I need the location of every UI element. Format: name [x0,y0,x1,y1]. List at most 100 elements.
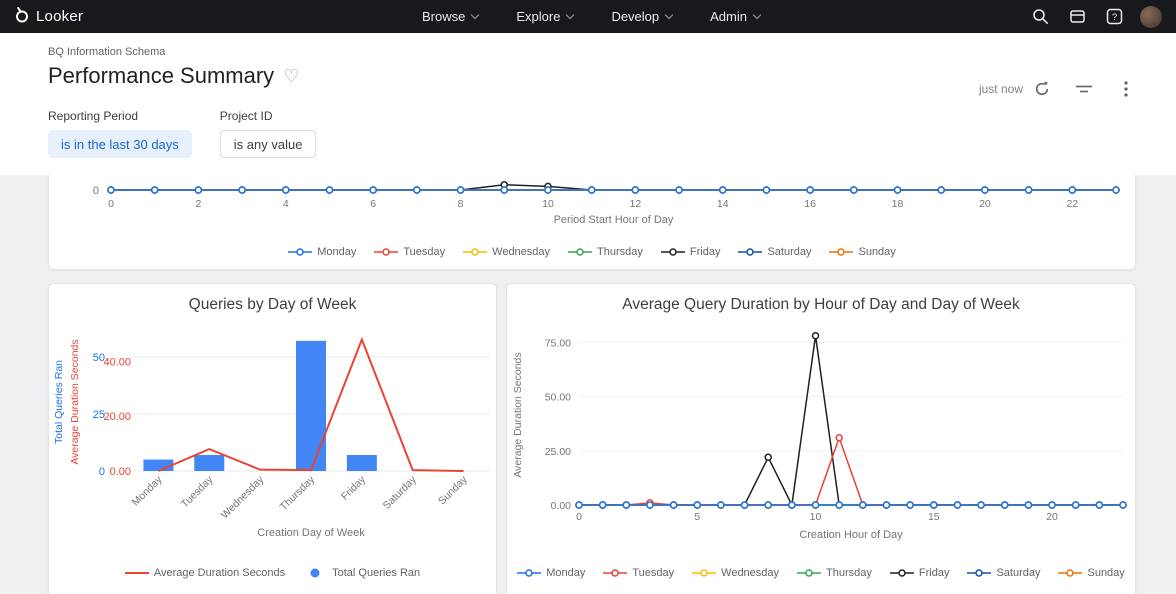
wednesday-legend-icon [463,248,488,256]
legend-item-friday[interactable]: Friday [889,567,949,579]
svg-text:25.00: 25.00 [545,446,571,458]
user-avatar[interactable] [1140,5,1162,28]
svg-text:Creation Hour of Day: Creation Hour of Day [799,529,903,541]
legend-item-sunday[interactable]: Sunday [1058,567,1125,579]
legend-item-thursday[interactable]: Thursday [568,246,643,258]
chart-title: Queries by Day of Week [188,296,357,313]
legend-item-monday[interactable]: Monday [517,567,585,579]
filter-reporting-period: Reporting Period is in the last 30 days [48,109,192,158]
svg-text:16: 16 [804,198,816,210]
legend-item-tuesday[interactable]: Tuesday [603,567,674,579]
svg-text:20: 20 [1046,511,1058,523]
brand-name: Looker [36,8,84,25]
chevron-down-icon [752,10,762,20]
navbar-icons: ? [1029,5,1162,28]
kebab-menu-icon[interactable] [1116,79,1136,99]
filter-value-reporting-period[interactable]: is in the last 30 days [48,130,192,158]
svg-text:0: 0 [108,198,114,210]
series-total-queries-ran [143,340,377,471]
legend-label: Average Duration Seconds [153,567,286,579]
legend-label: Saturday [996,567,1041,579]
svg-text:Friday: Friday [339,473,369,503]
svg-text:75.00: 75.00 [545,337,571,349]
dashboard-body: 0 0 2 4 6 8 10 12 14 16 18 20 22 Period Start Hour of… [0,175,1176,594]
legend-item-saturday[interactable]: Saturday [967,567,1040,579]
filter-label: Project ID [219,109,273,123]
legend-item-thursday[interactable]: Thursday [797,567,872,579]
svg-text:6: 6 [370,198,376,210]
chevron-down-icon [566,10,575,20]
search-icon[interactable] [1029,6,1051,28]
friday-legend-icon [889,569,914,577]
monday-legend-icon [288,248,313,256]
filter-value-project-id[interactable]: is any value [219,130,317,158]
svg-text:Saturday: Saturday [381,473,420,512]
help-icon[interactable]: ? [1103,6,1125,28]
svg-text:Period Start Hour of Day: Period Start Hour of Day [554,214,674,226]
svg-text:18: 18 [892,198,904,210]
refresh-icon[interactable] [1032,79,1052,99]
svg-text:4: 4 [283,198,289,210]
tuesday-legend-icon [374,248,399,256]
svg-text:0.00: 0.00 [110,466,131,478]
legend-item-average-duration-seconds[interactable]: Average Duration Seconds [124,567,286,579]
total-queries-ran-legend-icon [310,568,320,578]
svg-text:10: 10 [542,198,554,210]
looker-logo[interactable]: Looker [14,6,84,27]
svg-text:8: 8 [458,198,464,210]
duration-by-hour-plot: 0.00 25.00 50.00 75.00 Average Duration Seco… [512,332,1127,541]
legend-item-wednesday[interactable]: Wednesday [463,246,550,258]
legend-item-wednesday[interactable]: Wednesday [692,567,779,579]
nav-admin-label: Admin [710,9,747,24]
marketplace-icon[interactable] [1066,6,1088,28]
filter-bar: Reporting Period is in the last 30 days … [48,109,1136,158]
thursday-legend-icon [797,569,822,577]
legend-label: Tuesday [632,567,675,579]
nav-explore[interactable]: Explore [516,9,575,24]
svg-text:2: 2 [195,198,201,210]
legend-item-friday[interactable]: Friday [660,246,721,258]
legend-label: Friday [689,246,721,258]
legend-item-monday[interactable]: Monday [288,246,356,258]
legend-item-sunday[interactable]: Sunday [829,246,896,258]
top-navbar: Looker Browse Explore Develop Admin ? [0,0,1176,33]
chevron-down-icon [664,10,674,20]
legend-label: Wednesday [721,567,780,579]
legend-label: Thursday [826,567,872,579]
legend-item-saturday[interactable]: Saturday [738,246,811,258]
legend-label: Saturday [767,246,812,258]
legend-item-total-queries-ran[interactable]: Total Queries Ran [303,567,420,579]
legend-label: Sunday [858,246,896,258]
svg-text:14: 14 [717,198,729,210]
chart-queries-by-hour[interactable]: 0 0 2 4 6 8 10 12 14 16 18 20 22 Period Start Hour of… [49,175,1135,238]
breadcrumb[interactable]: BQ Information Schema [48,46,166,58]
svg-text:Average Duration Seconds: Average Duration Seconds [512,352,524,477]
chevron-down-icon [471,10,480,20]
wednesday-legend-icon [692,569,717,577]
nav-admin[interactable]: Admin [710,9,762,24]
friday-legend-icon [660,248,685,256]
svg-text:20.00: 20.00 [103,411,131,423]
svg-text:Monday: Monday [130,473,165,508]
favorite-button[interactable]: ♡ [283,66,300,86]
chart-queries-by-day[interactable]: 0 25 50 0.00 20.00 40.00 Total Queries Ran Aver… [49,314,496,559]
average-duration-seconds-legend-icon [124,572,149,574]
svg-text:?: ? [1111,12,1116,23]
legend-item-tuesday[interactable]: Tuesday [374,246,445,258]
legend-label: Monday [546,567,586,579]
chart-duration-by-hour[interactable]: 0.00 25.00 50.00 75.00 Average Duration Seco… [507,314,1135,559]
monday-legend-icon [517,569,542,577]
legend-label: Wednesday [492,246,551,258]
svg-text:10: 10 [810,511,822,523]
svg-text:Total Queries Ran: Total Queries Ran [53,360,65,444]
legend-queries-by-day: Average Duration Seconds Total Queries Ra… [49,567,496,579]
legend-duration-by-hour: Monday Tuesday Wednesday Thursday Friday Satu… [507,567,1135,579]
legend-label: Total Queries Ran [332,567,421,579]
filters-icon[interactable] [1074,79,1094,99]
nav-browse[interactable]: Browse [422,9,480,24]
main-nav: Browse Explore Develop Admin [422,9,762,24]
sunday-legend-icon [1058,569,1083,577]
nav-develop[interactable]: Develop [611,9,674,24]
svg-text:12: 12 [630,198,642,210]
saturday-legend-icon [738,248,763,256]
